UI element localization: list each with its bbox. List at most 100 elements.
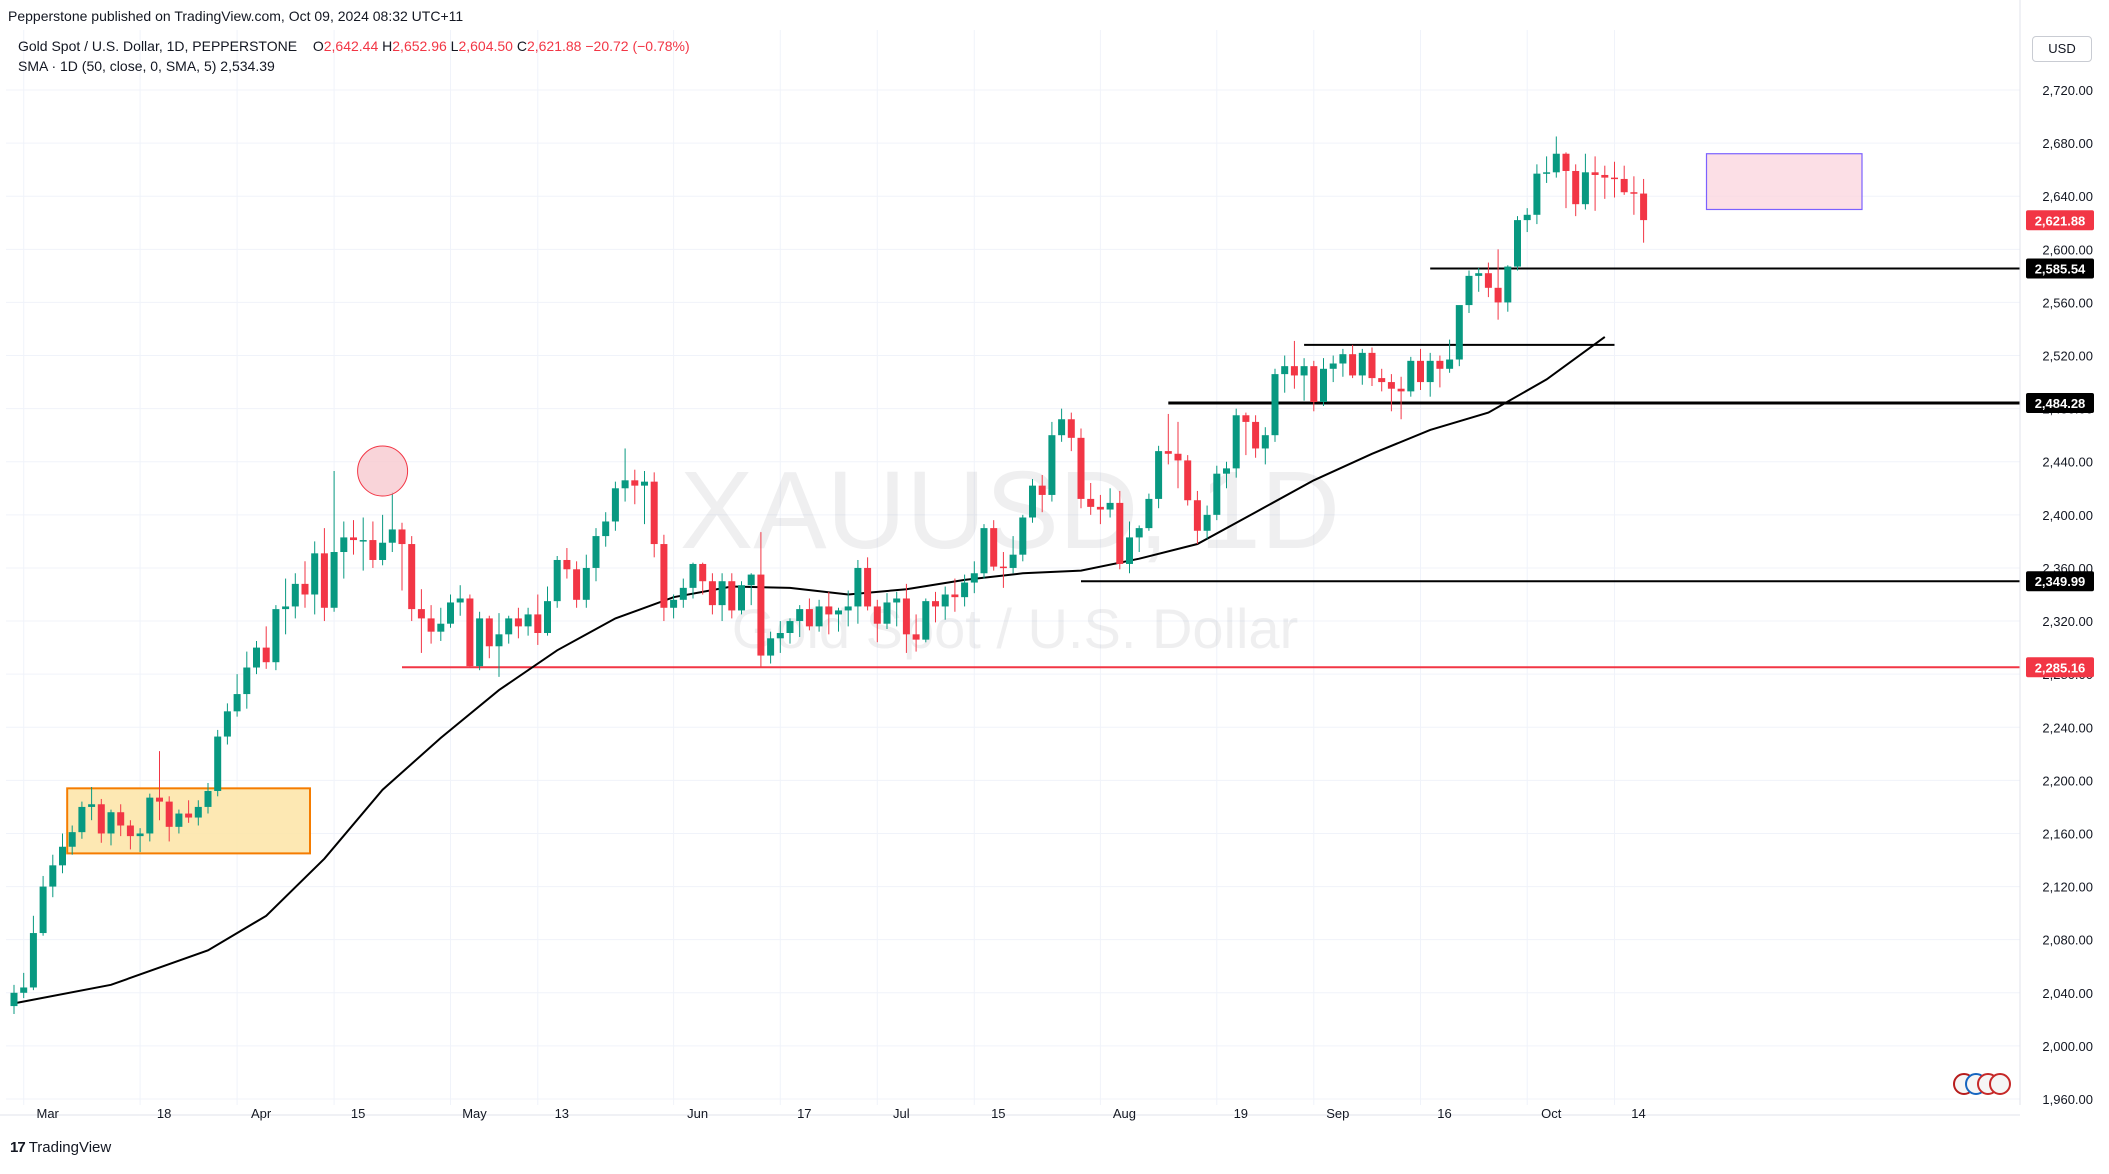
candle-up[interactable] <box>495 613 503 677</box>
candle-up[interactable] <box>621 448 629 502</box>
candle-up[interactable] <box>835 607 842 632</box>
candle-up[interactable] <box>379 514 387 566</box>
candle-up[interactable] <box>524 607 532 636</box>
candle-up[interactable] <box>1048 421 1056 502</box>
candle-down[interactable] <box>1067 412 1075 452</box>
candle-down[interactable] <box>757 532 765 668</box>
candle-up[interactable] <box>1261 427 1269 465</box>
candle-down[interactable] <box>912 614 920 652</box>
candle-down[interactable] <box>1436 355 1444 388</box>
candle-down[interactable] <box>466 594 474 668</box>
candle-down[interactable] <box>408 536 416 622</box>
candle-up[interactable] <box>1058 408 1066 442</box>
candle-down[interactable] <box>417 589 425 653</box>
candle-up[interactable] <box>253 640 260 675</box>
candle-down[interactable] <box>1484 262 1492 298</box>
candle-down[interactable] <box>1184 455 1192 506</box>
candle-up[interactable] <box>1009 536 1017 574</box>
candle-up[interactable] <box>1475 267 1483 292</box>
candle-up[interactable] <box>883 593 891 630</box>
candle-down[interactable] <box>117 804 125 837</box>
candle-up[interactable] <box>1358 348 1366 385</box>
candle-up[interactable] <box>88 787 96 821</box>
candle-up[interactable] <box>214 729 222 797</box>
candle-up[interactable] <box>107 809 115 846</box>
candle-up[interactable] <box>1019 514 1027 562</box>
candle-up[interactable] <box>1543 156 1551 183</box>
candle-up[interactable] <box>796 605 804 637</box>
candle-down[interactable] <box>631 469 639 505</box>
candle-down[interactable] <box>1290 340 1298 389</box>
candle-down[interactable] <box>534 594 542 645</box>
candle-up[interactable] <box>776 621 784 653</box>
candle-up[interactable] <box>670 594 678 619</box>
candle-down[interactable] <box>1164 413 1172 465</box>
candle-up[interactable] <box>1446 339 1454 373</box>
candle-up[interactable] <box>456 585 464 616</box>
candle-down[interactable] <box>1630 176 1638 215</box>
candle-up[interactable] <box>1533 164 1541 225</box>
candle-up[interactable] <box>204 783 212 814</box>
candle-down[interactable] <box>485 615 493 659</box>
candle-up[interactable] <box>1329 355 1337 383</box>
candle-up[interactable] <box>641 471 648 525</box>
candle-up[interactable] <box>1407 356 1415 397</box>
candle-down[interactable] <box>1378 368 1386 392</box>
candle-down[interactable] <box>1349 344 1357 379</box>
candle-down[interactable] <box>1116 490 1124 570</box>
candle-up[interactable] <box>738 581 745 615</box>
candle-up[interactable] <box>844 590 852 627</box>
candle-up[interactable] <box>1300 358 1308 401</box>
candle-down[interactable] <box>301 561 309 608</box>
candle-up[interactable] <box>893 591 901 627</box>
candle-up[interactable] <box>1455 305 1463 367</box>
candle-down[interactable] <box>990 520 998 571</box>
economic-events-icon[interactable] <box>1952 1072 2012 1096</box>
last-price-badge[interactable]: 2,621.88 <box>2026 210 2094 231</box>
candle-up[interactable] <box>340 521 348 579</box>
candle-down[interactable] <box>1038 475 1046 513</box>
candle-up[interactable] <box>1320 358 1327 406</box>
candle-up[interactable] <box>359 517 367 571</box>
candle-down[interactable] <box>563 548 571 579</box>
candle-down[interactable] <box>1368 347 1376 387</box>
candle-up[interactable] <box>815 599 823 632</box>
candle-down[interactable] <box>1640 178 1648 243</box>
candle-up[interactable] <box>602 512 610 547</box>
candle-up[interactable] <box>1552 136 1560 178</box>
candle-up[interactable] <box>1281 355 1289 393</box>
candle-down[interactable] <box>369 521 377 568</box>
candle-down[interactable] <box>805 598 813 631</box>
candle-down[interactable] <box>165 796 173 842</box>
candle-down[interactable] <box>1174 421 1182 489</box>
candle-down[interactable] <box>1087 482 1095 515</box>
candle-up[interactable] <box>922 598 930 643</box>
price-level-badge[interactable]: 2,585.54 <box>2026 258 2094 279</box>
candle-down[interactable] <box>320 528 328 622</box>
candle-up[interactable] <box>854 559 862 624</box>
candle-up[interactable] <box>437 607 445 641</box>
candle-down[interactable] <box>864 557 872 611</box>
candle-up[interactable] <box>59 833 66 874</box>
candle-up[interactable] <box>582 554 590 608</box>
candle-up[interactable] <box>1504 265 1512 312</box>
candle-up[interactable] <box>447 594 454 628</box>
symbol-legend[interactable]: Gold Spot / U.S. Dollar, 1D, PEPPERSTONE… <box>18 38 690 54</box>
candle-up[interactable] <box>233 674 241 717</box>
currency-button[interactable]: USD <box>2032 36 2092 62</box>
candle-down[interactable] <box>660 534 668 622</box>
candle-up[interactable] <box>78 801 86 839</box>
candle-down[interactable] <box>1077 428 1085 509</box>
candle-down[interactable] <box>1397 376 1405 420</box>
candle-up[interactable] <box>505 615 513 644</box>
candle-up[interactable] <box>1029 478 1036 523</box>
candle-up[interactable] <box>1126 521 1133 574</box>
candle-up[interactable] <box>1581 153 1589 210</box>
candle-up[interactable] <box>544 586 551 636</box>
candle-up[interactable] <box>223 703 231 745</box>
candle-up[interactable] <box>311 541 319 615</box>
candle-down[interactable] <box>1096 494 1104 525</box>
candle-down[interactable] <box>1387 374 1395 412</box>
candle-down[interactable] <box>1310 360 1318 412</box>
